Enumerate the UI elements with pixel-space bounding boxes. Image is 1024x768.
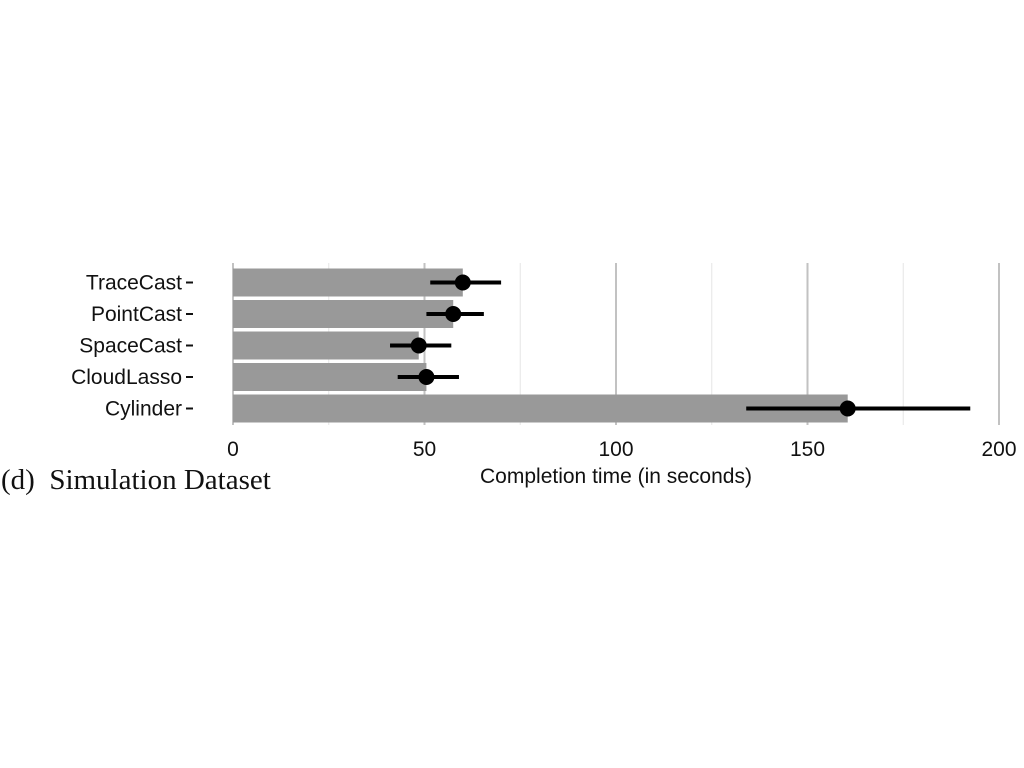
x-tick-label: 50 <box>413 438 436 461</box>
y-axis: TraceCast PointCast SpaceCast CloudLasso Cyl… <box>71 272 193 421</box>
mean-point-pointcast <box>445 306 462 322</box>
x-tick-label: 100 <box>598 438 633 461</box>
figure-caption: (d) Simulation Dataset <box>1 464 271 496</box>
x-axis-title: Completion time (in seconds) <box>480 465 752 488</box>
y-tick-label: TraceCast <box>86 272 182 295</box>
bar-cloudlasso <box>233 363 427 391</box>
y-tick-label: CloudLasso <box>71 366 182 389</box>
x-tick-label: 0 <box>227 438 239 461</box>
mean-point-cylinder <box>839 400 856 417</box>
bar-tracecast <box>233 268 463 297</box>
y-tick-label: Cylinder <box>105 398 182 421</box>
y-tick-label: SpaceCast <box>79 335 182 358</box>
error-bars <box>390 274 971 417</box>
x-axis: 0 50 100 150 200 <box>227 438 1016 461</box>
bar-pointcast <box>233 300 454 328</box>
y-tick-label: PointCast <box>91 303 182 326</box>
x-tick-label: 200 <box>981 438 1016 461</box>
mean-point-spacecast <box>410 337 427 354</box>
mean-point-tracecast <box>454 274 471 291</box>
bars <box>233 268 848 423</box>
x-tick-label: 150 <box>790 438 825 461</box>
bar-cylinder <box>233 394 848 423</box>
bar-spacecast <box>233 331 419 360</box>
mean-point-cloudlasso <box>418 369 435 385</box>
